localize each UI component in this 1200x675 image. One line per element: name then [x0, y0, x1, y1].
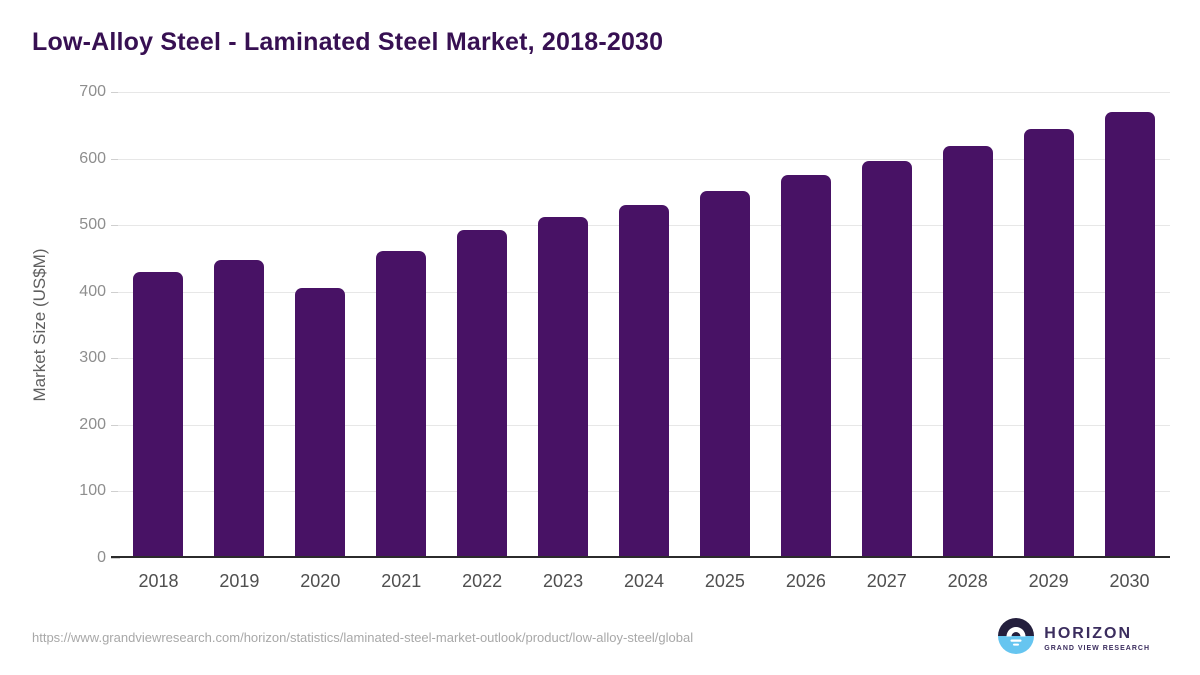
plot-area [118, 92, 1170, 558]
bar-2020 [295, 288, 346, 558]
x-axis-line [111, 556, 1170, 558]
gridline-700 [118, 92, 1170, 93]
y-tick-label-0: 0 [97, 549, 106, 566]
x-tick-label-2027: 2027 [866, 571, 907, 591]
bar-2021 [376, 251, 427, 558]
bar-2023 [538, 216, 589, 558]
x-tick-label-2020: 2020 [300, 571, 341, 591]
x-tick-label-2022: 2022 [462, 571, 503, 591]
y-tick-mark [111, 358, 120, 360]
bar-2024 [618, 204, 669, 558]
y-tick-mark [111, 424, 120, 426]
bars [118, 92, 1170, 558]
y-tick-label-400: 400 [79, 282, 106, 300]
x-tick-label-2030: 2030 [1109, 571, 1150, 591]
bar-2028 [942, 145, 993, 558]
y-tick-label-500: 500 [79, 216, 106, 234]
x-axis-labels: 2018 2019 2020 2021 2022 2023 2024 2025 2026 2027… [118, 571, 1170, 592]
bar-slot-2022 [442, 92, 523, 558]
y-tick-mark [111, 92, 120, 93]
y-tick-label-600: 600 [79, 149, 106, 167]
y-tick-mark [111, 291, 120, 293]
bar-2029 [1023, 128, 1074, 558]
horizon-logo: HORIZON GRAND VIEW RESEARCH [998, 618, 1150, 659]
bar-slot-2030 [1089, 92, 1170, 558]
y-tick-label-700: 700 [79, 83, 106, 100]
x-tick-label-2025: 2025 [704, 571, 745, 591]
x-tick-label-2023: 2023 [543, 571, 584, 591]
bar-slot-2025 [684, 92, 765, 558]
x-tick-label-2024: 2024 [623, 571, 665, 591]
y-tick-mark [111, 158, 120, 160]
bar-slot-2020 [280, 92, 361, 558]
horizon-logo-text: HORIZON GRAND VIEW RESEARCH [1044, 625, 1150, 652]
gridline-600 [118, 158, 1170, 160]
x-tick-label-2028: 2028 [947, 571, 988, 591]
x-tick-label-2026: 2026 [785, 571, 826, 591]
x-tick-label-2018: 2018 [138, 571, 179, 591]
y-axis-title: Market Size (US$M) [30, 248, 49, 402]
bar-2027 [861, 160, 912, 558]
bar-slot-2024 [604, 92, 685, 558]
y-tick-label-200: 200 [79, 415, 106, 433]
bar-slot-2018 [118, 92, 199, 558]
y-tick-mark [111, 491, 120, 493]
bar-2018 [133, 271, 184, 558]
x-tick-label-2019: 2019 [219, 571, 260, 591]
bar-2019 [214, 259, 265, 558]
bar-2025 [699, 190, 750, 558]
horizon-logo-subtitle: GRAND VIEW RESEARCH [1044, 644, 1150, 652]
bar-slot-2029 [1008, 92, 1089, 558]
bar-slot-2026 [765, 92, 846, 558]
y-tick-label-300: 300 [79, 349, 106, 367]
y-tick-label-100: 100 [79, 482, 106, 500]
x-tick-label-2021: 2021 [381, 571, 422, 591]
chart-container: Market Size (US$M) 0 100 200 300 400 500 600 70… [30, 83, 1170, 592]
bar-slot-2021 [361, 92, 442, 558]
bar-2030 [1104, 111, 1155, 558]
y-tick-mark [111, 558, 120, 559]
chart-title: Low-Alloy Steel - Laminated Steel Market… [32, 28, 664, 56]
horizon-logo-name: HORIZON [1044, 625, 1133, 643]
bar-slot-2023 [523, 92, 604, 558]
x-tick-label-2029: 2029 [1028, 571, 1069, 591]
bar-slot-2027 [846, 92, 927, 558]
horizon-logo-icon [998, 618, 1035, 659]
bar-slot-2019 [199, 92, 280, 558]
source-url: https://www.grandviewresearch.com/horizo… [32, 630, 694, 645]
bar-2026 [780, 175, 831, 558]
bar-slot-2028 [927, 92, 1008, 558]
bar-2022 [457, 230, 508, 558]
y-tick-mark [111, 225, 120, 227]
